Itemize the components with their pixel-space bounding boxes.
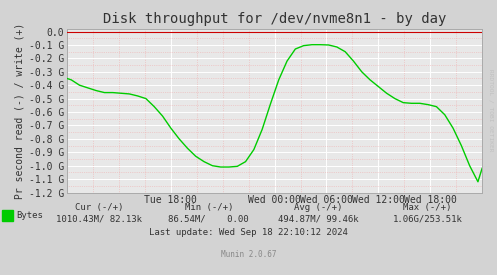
Text: RRDTOOL / TOBI OETIKER: RRDTOOL / TOBI OETIKER bbox=[489, 69, 494, 151]
Y-axis label: Pr second read (-) / write (+): Pr second read (-) / write (+) bbox=[15, 23, 25, 199]
Text: Bytes: Bytes bbox=[16, 211, 43, 220]
Text: Avg (-/+): Avg (-/+) bbox=[294, 204, 342, 212]
Text: 494.87M/ 99.46k: 494.87M/ 99.46k bbox=[278, 214, 358, 223]
Text: 86.54M/    0.00: 86.54M/ 0.00 bbox=[168, 214, 249, 223]
Text: Max (-/+): Max (-/+) bbox=[403, 204, 452, 212]
Title: Disk throughput for /dev/nvme8n1 - by day: Disk throughput for /dev/nvme8n1 - by da… bbox=[103, 12, 446, 26]
Text: 1010.43M/ 82.13k: 1010.43M/ 82.13k bbox=[56, 214, 143, 223]
Text: Munin 2.0.67: Munin 2.0.67 bbox=[221, 250, 276, 259]
Text: Cur (-/+): Cur (-/+) bbox=[75, 204, 124, 212]
Text: Last update: Wed Sep 18 22:10:12 2024: Last update: Wed Sep 18 22:10:12 2024 bbox=[149, 228, 348, 237]
Text: 1.06G/253.51k: 1.06G/253.51k bbox=[393, 214, 462, 223]
Text: Min (-/+): Min (-/+) bbox=[184, 204, 233, 212]
